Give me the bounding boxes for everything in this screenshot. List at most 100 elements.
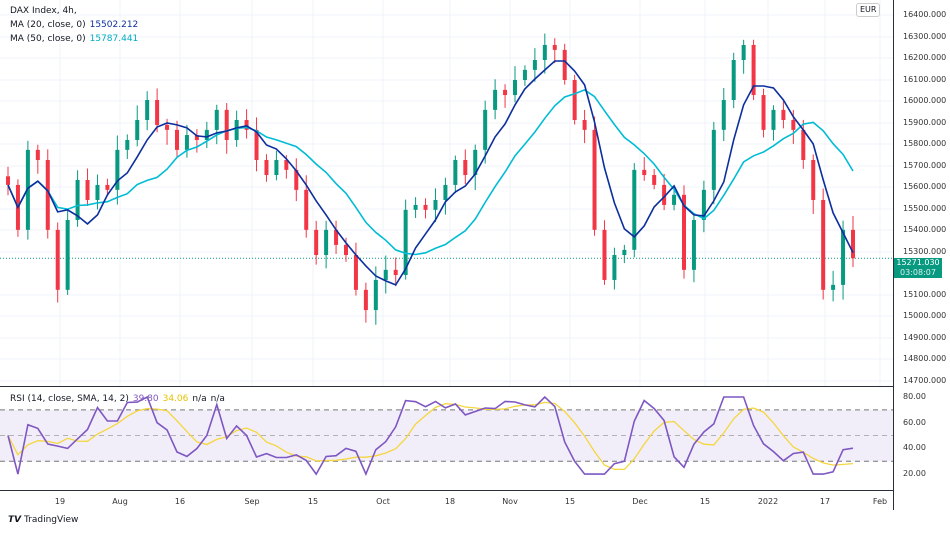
candle-body — [75, 179, 80, 220]
price-tick: 15500.000 — [903, 204, 947, 213]
candle-body — [622, 249, 627, 256]
candle-body — [652, 175, 657, 185]
price-tick: 15900.000 — [903, 118, 947, 127]
candle-body — [642, 169, 647, 176]
price-tick: 16300.000 — [903, 32, 947, 41]
candle-body — [851, 229, 855, 259]
time-tick: 17 — [819, 497, 831, 506]
brand-name: TradingView — [23, 515, 79, 525]
candle-body — [602, 229, 607, 280]
price-axis[interactable]: 16400.000 16300.000 16200.000 16100.000 1600… — [893, 0, 950, 510]
candle-body — [294, 169, 299, 190]
time-tick: Dec — [632, 497, 648, 506]
rsi-sma-line — [7, 401, 854, 471]
rsi-chart[interactable] — [0, 388, 893, 490]
candle-body — [582, 119, 587, 130]
candle-body — [731, 60, 736, 100]
price-tick: 16200.000 — [903, 53, 947, 62]
candle-body — [572, 80, 577, 120]
candle-body — [85, 179, 90, 200]
rsi-sma-value: 34.06 — [162, 394, 189, 404]
candle-body — [274, 159, 279, 176]
price-chart-pane[interactable] — [0, 0, 893, 387]
currency-label[interactable]: EUR — [856, 3, 881, 17]
candle-body — [711, 129, 716, 190]
candle-body — [224, 109, 229, 140]
candle-body — [433, 199, 438, 210]
candle-body — [145, 99, 150, 120]
candle-body — [811, 159, 816, 200]
rsi-tick: 60.00 — [903, 418, 926, 427]
price-tick: 16000.000 — [903, 96, 947, 105]
ma20-label: MA (20, close, 0) — [10, 20, 86, 30]
candle-body — [373, 279, 378, 311]
bar-countdown: 03:08:07 — [900, 268, 936, 277]
time-tick: 2022 — [757, 497, 779, 506]
price-tick: 15700.000 — [903, 161, 947, 170]
rsi-tick: 20.00 — [903, 469, 926, 478]
candle-body — [403, 209, 408, 276]
candle-body — [244, 119, 249, 130]
time-tick: Oct — [376, 497, 390, 506]
price-tick: 16100.000 — [903, 75, 947, 84]
candle-body — [682, 194, 686, 270]
time-tick: Sep — [244, 497, 260, 506]
candle-body — [801, 129, 806, 160]
price-tick: 15400.000 — [903, 225, 947, 234]
rsi-band — [0, 409, 893, 462]
price-tick: 15300.000 — [903, 247, 947, 256]
rsi-pane[interactable] — [0, 388, 893, 491]
time-tick: 18 — [444, 497, 456, 506]
price-chart[interactable] — [0, 0, 893, 386]
candle-body — [6, 176, 10, 185]
time-tick: 15 — [564, 497, 576, 506]
candle-body — [353, 255, 358, 290]
candle-body — [95, 184, 100, 200]
candle-body — [413, 204, 418, 210]
candle-body — [592, 129, 597, 230]
candle-body — [741, 44, 746, 61]
candle-body — [383, 269, 388, 280]
candle-body — [503, 89, 508, 96]
candle-body — [344, 244, 348, 256]
candle-body — [532, 60, 537, 70]
candle-body — [701, 189, 706, 220]
candle-body — [55, 229, 60, 290]
candle-body — [363, 289, 368, 311]
candle-body — [672, 194, 677, 205]
price-tick: 15100.000 — [903, 290, 947, 299]
candle-body — [334, 229, 339, 245]
time-tick: 19 — [54, 497, 66, 506]
candle-body — [662, 184, 667, 205]
candle-body — [214, 109, 219, 130]
time-tick: 15 — [699, 497, 711, 506]
candle-body — [443, 184, 448, 200]
ma50-value: 15787.441 — [89, 34, 139, 44]
candle-body — [155, 99, 160, 125]
candle-body — [612, 255, 617, 280]
candle-body — [165, 124, 170, 130]
symbol-title: DAX Index, 4h, — [10, 6, 77, 16]
rsi-label: RSI (14, close, SMA, 14, 2) — [10, 394, 129, 404]
time-tick: Feb — [872, 497, 888, 506]
tradingview-logo[interactable]: 𝙏𝙑 TradingView — [8, 515, 78, 525]
candle-body — [45, 159, 50, 230]
candle-body — [513, 80, 517, 96]
time-tick: Nov — [502, 497, 518, 506]
candle-body — [751, 44, 756, 96]
na-value-1: n/a — [192, 394, 207, 404]
candle-body — [791, 119, 796, 130]
candle-body — [204, 129, 209, 140]
price-tick: 16400.000 — [903, 10, 947, 19]
candle-body — [65, 219, 70, 290]
rsi-tick: 80.00 — [903, 392, 926, 401]
candle-body — [194, 135, 199, 140]
candle-body — [234, 119, 239, 140]
candle-body — [184, 135, 189, 150]
rsi-value: 39.80 — [132, 394, 159, 404]
time-tick: Aug — [112, 497, 128, 506]
candle-body — [35, 149, 40, 160]
time-tick: 16 — [174, 497, 186, 506]
candle-body — [284, 159, 289, 170]
ma20-value: 15502.212 — [89, 20, 139, 30]
